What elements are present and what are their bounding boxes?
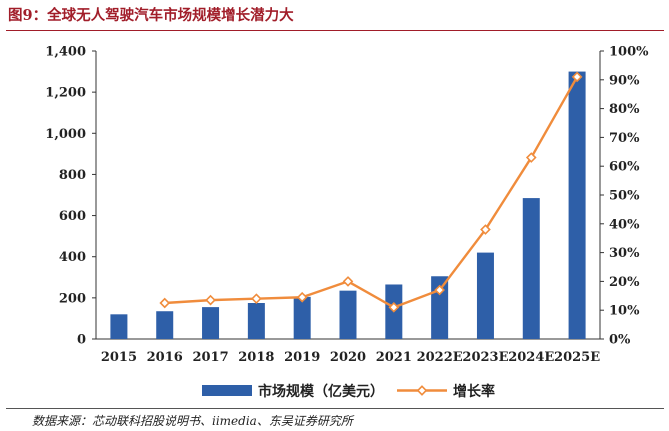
x-tick-label: 2018 xyxy=(238,350,274,365)
growth-marker xyxy=(388,301,400,313)
y-tick-label: 1,400 xyxy=(45,45,86,60)
line-series xyxy=(159,71,583,313)
source-note: 数据来源：芯动联科招股说明书、iimedia、东吴证券研究所 xyxy=(32,414,353,428)
x-tick-label: 2017 xyxy=(192,350,228,365)
x-tick-label: 2025E xyxy=(554,350,600,365)
x-tick-label: 2015 xyxy=(101,350,137,365)
x-axis-labels: 2015 2016 2017 2018 2019 2020 2021 2022E 2023E 20… xyxy=(101,350,600,365)
y-tick-label: 400 xyxy=(59,250,86,265)
y2-tick-label: 80% xyxy=(609,102,640,117)
bar xyxy=(522,198,540,339)
growth-marker xyxy=(480,224,491,235)
figure-title: 图9：全球无人驾驶汽车市场规模增长潜力大 xyxy=(8,7,294,24)
y-tick-label: 0 xyxy=(77,333,86,348)
legend-line-label: 增长率 xyxy=(453,383,495,400)
growth-marker xyxy=(571,71,583,83)
y2-tick-label: 60% xyxy=(609,160,640,175)
legend-bar-swatch xyxy=(202,385,252,396)
growth-marker xyxy=(296,291,308,303)
y-tick-label: 800 xyxy=(59,168,86,183)
x-tick-label: 2024E xyxy=(508,350,554,365)
y-tick-label: 600 xyxy=(59,209,86,224)
y2-tick-label: 0% xyxy=(609,333,631,348)
x-tick-label: 2023E xyxy=(462,350,508,365)
y-tick-label: 1,200 xyxy=(45,86,86,101)
y-tick-label: 200 xyxy=(59,291,86,306)
source-divider xyxy=(6,408,664,409)
bar-series xyxy=(110,71,586,340)
growth-line xyxy=(164,76,579,309)
y2-axis-labels: 0% 10% 20% 30% 40% 50% 60% 70% 80% 90% 100% xyxy=(609,45,649,348)
growth-marker xyxy=(342,276,354,287)
legend: 市场规模（亿美元） 增长率 xyxy=(202,383,495,400)
bar xyxy=(568,71,586,340)
y2-tick-label: 40% xyxy=(609,217,640,232)
bar xyxy=(247,303,265,339)
x-tick-label: 2019 xyxy=(284,350,320,365)
x-tick-label: 2020 xyxy=(330,350,366,365)
y2-tick-label: 20% xyxy=(609,275,640,290)
y2-tick-label: 50% xyxy=(609,189,640,204)
bar xyxy=(293,296,311,339)
bar xyxy=(476,252,494,339)
x-tick-label: 2016 xyxy=(147,350,183,365)
growth-marker xyxy=(434,284,445,296)
y-axis-labels: 0 200 400 600 800 1,000 1,200 1,400 xyxy=(45,45,86,348)
title-divider xyxy=(6,30,664,31)
legend-bar-label: 市场规模（亿美元） xyxy=(258,383,384,400)
bar xyxy=(339,290,357,339)
y-tick-label: 1,000 xyxy=(45,127,86,142)
growth-marker xyxy=(251,293,262,305)
growth-marker xyxy=(159,297,171,309)
bar xyxy=(110,314,128,339)
y2-tick-label: 100% xyxy=(609,45,649,60)
bar xyxy=(202,307,220,339)
y2-tick-label: 90% xyxy=(609,73,640,88)
legend-line-marker xyxy=(416,385,428,396)
growth-marker xyxy=(525,152,537,163)
x-tick-label: 2022E xyxy=(417,350,463,365)
y2-tick-label: 10% xyxy=(609,304,640,319)
x-tick-label: 2021 xyxy=(376,350,412,365)
bar xyxy=(156,311,174,339)
y2-tick-label: 70% xyxy=(609,131,640,146)
y2-tick-label: 30% xyxy=(609,246,640,261)
growth-marker xyxy=(205,294,216,306)
